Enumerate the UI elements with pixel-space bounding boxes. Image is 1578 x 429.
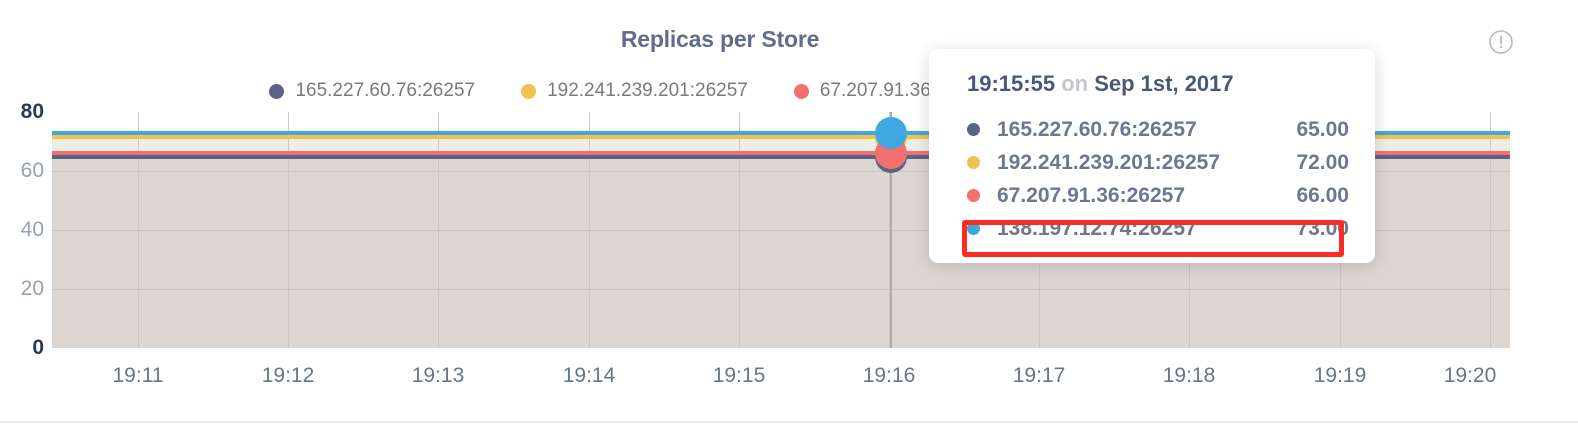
y-axis-tick: 20 (20, 277, 44, 300)
gridline-vertical (138, 112, 139, 348)
gridline-vertical (1490, 112, 1491, 348)
gridline-vertical (889, 112, 890, 348)
x-axis-tick: 19:19 (1313, 364, 1367, 387)
legend-item[interactable]: 165.227.60.76:26257 (269, 80, 475, 102)
gridline-vertical (589, 112, 590, 348)
tooltip-color-dot (967, 189, 980, 202)
tooltip-row-label: 192.241.239.201:26257 (997, 150, 1221, 174)
gridline-vertical (739, 112, 740, 348)
hover-crosshair-line (890, 112, 892, 348)
tooltip-row-highlighted: 138.197.12.74:26257 73.00 (929, 212, 1375, 245)
x-axis-tick: 19:12 (261, 364, 315, 387)
legend-item-label: 165.227.60.76:26257 (295, 80, 476, 101)
gridline-horizontal (52, 289, 1510, 290)
y-axis-tick: 80 (20, 100, 44, 123)
tooltip-on-word: on (1061, 71, 1089, 96)
series-line-67-207-91-36 (52, 151, 1510, 155)
y-axis-tick: 0 (32, 336, 44, 359)
chart-hover-tooltip: 19:15:55 on Sep 1st, 2017 165.227.60.76:… (929, 49, 1375, 263)
gridline-vertical (288, 112, 289, 348)
tooltip-row-value: 66.00 (1296, 183, 1349, 207)
panel-divider (0, 421, 1578, 423)
tooltip-row-label: 165.227.60.76:26257 (997, 117, 1197, 141)
x-axis-tick: 19:18 (1162, 364, 1216, 387)
legend-item[interactable]: 192.241.239.201:26257 (521, 80, 748, 102)
gridline-horizontal (52, 171, 1510, 172)
x-axis-tick: 19:16 (862, 364, 916, 387)
gridline-horizontal (52, 230, 1510, 231)
tooltip-color-dot (967, 222, 980, 235)
legend-color-dot (269, 83, 285, 99)
y-axis-tick: 60 (20, 159, 44, 182)
legend-item-label: 192.241.239.201:26257 (547, 80, 748, 101)
x-axis: 19:11 19:12 19:13 19:14 19:15 19:16 19:1… (0, 364, 1578, 392)
tooltip-row: 67.207.91.36:26257 66.00 (929, 179, 1375, 212)
x-axis-tick: 19:15 (712, 364, 766, 387)
y-axis: 80 60 40 20 0 (0, 100, 52, 360)
x-axis-tick: 19:13 (411, 364, 465, 387)
tooltip-row: 165.227.60.76:26257 65.00 (929, 113, 1375, 146)
x-axis-tick: 19:11 (112, 364, 164, 387)
legend-color-dot (793, 83, 809, 99)
page-title: Replicas per Store (620, 26, 820, 52)
series-line-192-241-239-201 (52, 135, 1510, 139)
x-axis-tick: 19:17 (1012, 364, 1066, 387)
tooltip-row-label: 67.207.91.36:26257 (997, 183, 1186, 207)
tooltip-row-label: 138.197.12.74:26257 (997, 216, 1197, 240)
tooltip-color-dot (967, 156, 980, 169)
tooltip-row: 192.241.239.201:26257 72.00 (929, 146, 1375, 179)
tooltip-row-value: 65.00 (1296, 117, 1349, 141)
tooltip-timestamp: 19:15:55 on Sep 1st, 2017 (929, 71, 1375, 113)
y-axis-tick: 40 (20, 218, 44, 241)
tooltip-row-value: 72.00 (1296, 150, 1349, 174)
series-line-165-227-60-76 (52, 155, 1510, 159)
alert-circle-icon[interactable] (1488, 29, 1514, 55)
tooltip-color-dot (967, 123, 980, 136)
x-axis-tick: 19:20 (1443, 364, 1497, 387)
tooltip-time: 19:15:55 (967, 71, 1056, 96)
x-axis-tick: 19:14 (562, 364, 616, 387)
gridline-vertical (438, 112, 439, 348)
tooltip-date: Sep 1st, 2017 (1094, 71, 1234, 96)
series-line-138-197-12-74 (52, 131, 1510, 135)
tooltip-row-value: 73.00 (1296, 216, 1349, 240)
hover-marker-138-197-12-74 (875, 117, 907, 149)
legend-color-dot (521, 83, 537, 99)
